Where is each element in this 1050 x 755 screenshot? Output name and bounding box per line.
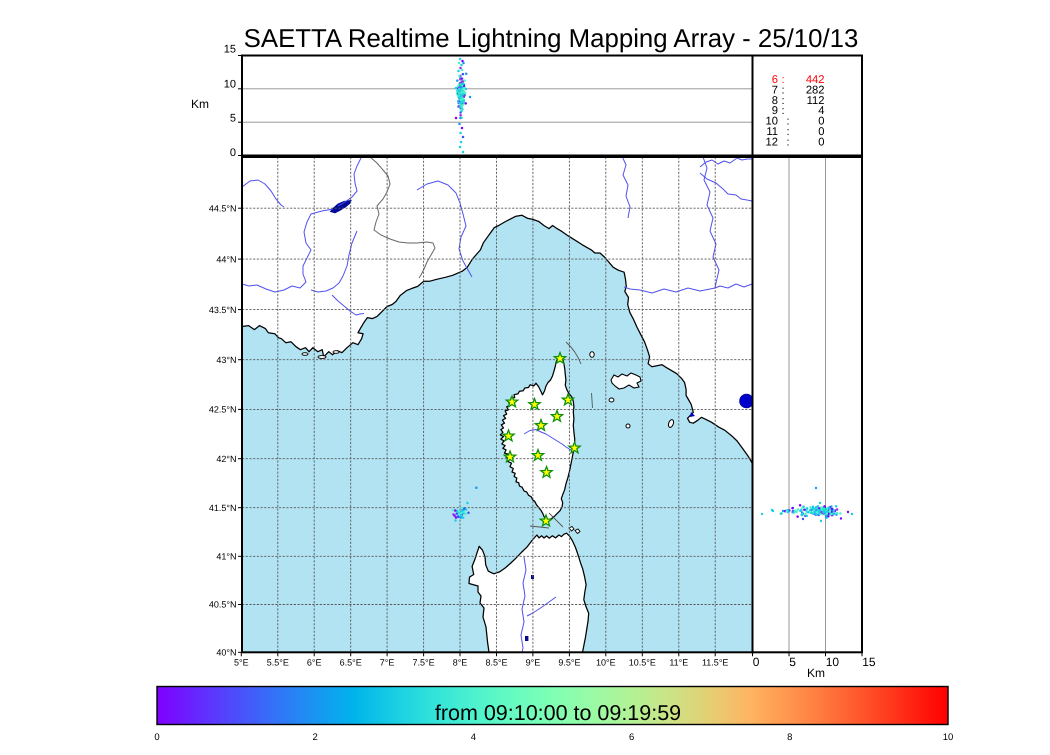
svg-text:40.5°N: 40.5°N [209,600,237,610]
svg-text:43.5°N: 43.5°N [209,305,237,315]
svg-text:Km: Km [807,666,825,680]
svg-text:8: 8 [772,95,778,107]
svg-text:40°N: 40°N [216,648,236,658]
svg-text:5: 5 [230,113,236,125]
svg-text:44°N: 44°N [216,254,236,264]
svg-text:0: 0 [818,136,824,148]
svg-text:442: 442 [806,74,825,86]
svg-text:0: 0 [753,655,760,669]
svg-text:6: 6 [772,74,778,86]
svg-text:44.5°N: 44.5°N [209,203,237,213]
svg-text:7°E: 7°E [380,658,395,668]
svg-text::: : [786,126,789,138]
svg-text:41.5°N: 41.5°N [209,503,237,513]
svg-text:6: 6 [629,732,634,743]
svg-text::: : [786,136,789,148]
svg-text:0: 0 [230,147,236,159]
svg-text:5.5°E: 5.5°E [267,658,289,668]
svg-text:282: 282 [806,84,825,96]
svg-text:15: 15 [224,44,236,56]
svg-text:6.5°E: 6.5°E [340,658,362,668]
svg-text:10°E: 10°E [596,658,616,668]
svg-text:2: 2 [313,732,318,743]
svg-text:0: 0 [818,126,824,138]
svg-text:11.5°E: 11.5°E [702,658,728,668]
svg-text::: : [781,74,784,86]
svg-text:5°E: 5°E [234,658,249,668]
svg-text::: : [786,116,789,128]
svg-text:4: 4 [818,105,824,117]
svg-text:11°E: 11°E [669,658,688,668]
svg-text:10: 10 [826,655,840,669]
svg-text:43°N: 43°N [216,355,236,365]
svg-text::: : [781,105,784,117]
svg-text:6°E: 6°E [307,658,322,668]
svg-text:15: 15 [862,655,876,669]
svg-text:5: 5 [789,655,796,669]
svg-text:42°N: 42°N [216,454,236,464]
svg-text:12: 12 [766,136,778,148]
svg-text:42.5°N: 42.5°N [209,405,237,415]
svg-text:0: 0 [818,116,824,128]
svg-text:9°E: 9°E [526,658,541,668]
svg-text:9.5°E: 9.5°E [558,658,580,668]
svg-text:SAETTA Realtime Lightning Mapp: SAETTA Realtime Lightning Mapping Array … [244,25,859,53]
svg-text:9: 9 [772,105,778,117]
svg-text::: : [781,95,784,107]
svg-text:10: 10 [766,116,778,128]
svg-text:112: 112 [807,95,825,107]
svg-text:41°N: 41°N [216,552,236,562]
svg-text:7: 7 [772,84,778,96]
svg-text:10: 10 [943,732,954,743]
svg-text:10.5°E: 10.5°E [629,658,656,668]
svg-text:8: 8 [787,732,792,743]
svg-text:8°E: 8°E [453,658,468,668]
svg-text::: : [781,84,784,96]
svg-text:7.5°E: 7.5°E [413,658,435,668]
svg-text:0: 0 [154,732,159,743]
svg-text:11: 11 [766,126,778,138]
svg-text:8.5°E: 8.5°E [485,658,507,668]
svg-text:from 09:10:00 to 09:19:59: from 09:10:00 to 09:19:59 [435,701,681,725]
svg-text:10: 10 [224,79,236,91]
svg-text:Km: Km [191,97,209,111]
svg-text:4: 4 [471,732,476,743]
